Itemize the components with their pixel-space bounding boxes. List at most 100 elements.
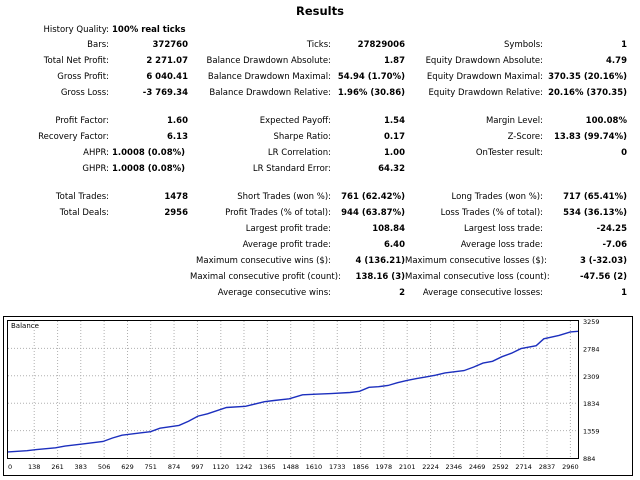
recovery-factor-label: Recovery Factor: [38, 132, 109, 142]
ontester-result-value: 0 [621, 148, 627, 158]
lr-correlation-value: 1.00 [384, 148, 405, 158]
balance-dd-maximal-value: 54.94 (1.70%) [337, 72, 405, 82]
loss-trades-value: 534 (36.13%) [563, 208, 627, 218]
balance-chart: 0 138 261 383 506 629 751 874 997 1120 1242 1365 148… [3, 316, 633, 476]
x-tick-label: 1978 [376, 463, 393, 471]
x-tick-label: 2346 [445, 463, 462, 471]
equity-dd-maximal-label: Equity Drawdown Maximal: [426, 72, 543, 82]
x-tick-label: 2469 [469, 463, 486, 471]
gross-profit-value: 6 040.41 [146, 72, 188, 82]
max-consecutive-losses-value: 3 (-32.03) [579, 256, 627, 266]
total-trades-label: Total Trades: [55, 192, 109, 202]
largest-profit-trade-label: Largest profit trade: [245, 224, 331, 234]
margin-level-label: Margin Level: [485, 116, 543, 126]
history-quality-value: 100% real ticks [112, 25, 186, 35]
maximal-consecutive-profit-value: 138.16 (3) [355, 272, 405, 282]
y-tick-label: 3259 [583, 318, 600, 326]
average-profit-trade-value: 6.40 [384, 240, 405, 250]
bars-value: 372760 [152, 40, 189, 50]
maximal-consecutive-profit-label: Maximal consecutive profit (count): [190, 272, 341, 282]
total-trades-value: 1478 [164, 192, 188, 202]
ahpr-label: AHPR: [83, 148, 109, 158]
profit-trades-label: Profit Trades (% of total): [225, 208, 331, 218]
average-consecutive-wins-value: 2 [399, 288, 405, 298]
y-tick-label: 2309 [583, 373, 600, 381]
sharpe-ratio-label: Sharpe Ratio: [273, 132, 332, 142]
total-deals-value: 2956 [164, 208, 188, 218]
largest-loss-trade-value: -24.25 [596, 224, 627, 234]
loss-trades-label: Loss Trades (% of total): [440, 208, 543, 218]
total-net-profit-value: 2 271.07 [146, 56, 188, 66]
chart-title: Balance [11, 322, 39, 330]
x-tick-label: 1856 [352, 463, 369, 471]
maximal-consecutive-loss-label: Maximal consecutive loss (count): [405, 272, 550, 282]
sharpe-ratio-value: 0.17 [384, 132, 405, 142]
long-trades-value: 717 (65.41%) [563, 192, 627, 202]
results-title: Results [296, 4, 344, 18]
balance-series-line [7, 330, 579, 453]
recovery-factor-value: 6.13 [167, 132, 188, 142]
total-net-profit-label: Total Net Profit: [43, 56, 109, 66]
bars-label: Bars: [87, 40, 109, 50]
x-tick-label: 751 [144, 463, 156, 471]
short-trades-value: 761 (62.42%) [341, 192, 405, 202]
z-score-label: Z-Score: [507, 132, 543, 142]
profit-factor-value: 1.60 [167, 116, 188, 126]
x-tick-label: 997 [191, 463, 203, 471]
profit-trades-value: 944 (63.87%) [341, 208, 405, 218]
symbols-label: Symbols: [504, 40, 543, 50]
x-tick-label: 2224 [422, 463, 439, 471]
x-tick-label: 138 [28, 463, 40, 471]
expected-payoff-value: 1.54 [384, 116, 405, 126]
y-tick-label: 884 [583, 455, 595, 463]
x-tick-label: 261 [51, 463, 63, 471]
balance-dd-maximal-label: Balance Drawdown Maximal: [207, 72, 331, 82]
chart-plot-area [7, 320, 579, 459]
maximal-consecutive-loss-value: -47.56 (2) [579, 272, 627, 282]
y-tick-label: 1834 [583, 400, 600, 408]
equity-dd-relative-label: Equity Drawdown Relative: [428, 88, 543, 98]
equity-dd-absolute-value: 4.79 [606, 56, 627, 66]
gross-loss-value: -3 769.34 [142, 88, 188, 98]
gross-profit-label: Gross Profit: [57, 72, 109, 82]
average-loss-trade-value: -7.06 [602, 240, 628, 250]
ghpr-value: 1.0008 (0.08%) [112, 164, 186, 174]
ontester-result-label: OnTester result: [475, 148, 543, 158]
history-quality-label: History Quality: [43, 25, 109, 35]
ticks-label: Ticks: [306, 40, 331, 50]
average-consecutive-losses-value: 1 [621, 288, 627, 298]
balance-dd-relative-label: Balance Drawdown Relative: [209, 88, 331, 98]
ticks-value: 27829006 [357, 40, 405, 50]
balance-chart-svg: 0 138 261 383 506 629 751 874 997 1120 1242 1365 148… [3, 316, 633, 476]
x-tick-label: 2960 [562, 463, 579, 471]
total-deals-label: Total Deals: [59, 208, 109, 218]
largest-loss-trade-label: Largest loss trade: [463, 224, 543, 234]
lr-correlation-label: LR Correlation: [267, 148, 331, 158]
x-tick-label: 1365 [259, 463, 276, 471]
balance-dd-absolute-label: Balance Drawdown Absolute: [206, 56, 331, 66]
ghpr-label: GHPR: [82, 164, 109, 174]
x-tick-label: 1733 [329, 463, 346, 471]
max-consecutive-wins-label: Maximum consecutive wins ($): [196, 256, 331, 266]
expected-payoff-label: Expected Payoff: [259, 116, 331, 126]
x-tick-label: 506 [98, 463, 110, 471]
balance-dd-absolute-value: 1.87 [384, 56, 405, 66]
average-consecutive-losses-label: Average consecutive losses: [422, 288, 543, 298]
short-trades-label: Short Trades (won %): [237, 192, 331, 202]
x-tick-label: 2592 [492, 463, 509, 471]
x-tick-label: 2101 [399, 463, 416, 471]
equity-dd-relative-value: 20.16% (370.35) [548, 88, 627, 98]
x-tick-label: 383 [75, 463, 87, 471]
average-consecutive-wins-label: Average consecutive wins: [217, 288, 331, 298]
lr-standard-error-label: LR Standard Error: [252, 164, 331, 174]
balance-dd-relative-value: 1.96% (30.86) [337, 88, 405, 98]
x-tick-label: 1120 [213, 463, 230, 471]
average-loss-trade-label: Average loss trade: [460, 240, 543, 250]
equity-dd-maximal-value: 370.35 (20.16%) [548, 72, 627, 82]
profit-factor-label: Profit Factor: [55, 116, 109, 126]
max-consecutive-wins-value: 4 (136.21) [355, 256, 405, 266]
y-tick-label: 1359 [583, 428, 600, 436]
x-tick-label: 1488 [282, 463, 299, 471]
margin-level-value: 100.08% [585, 116, 627, 126]
ahpr-value: 1.0008 (0.08%) [112, 148, 186, 158]
